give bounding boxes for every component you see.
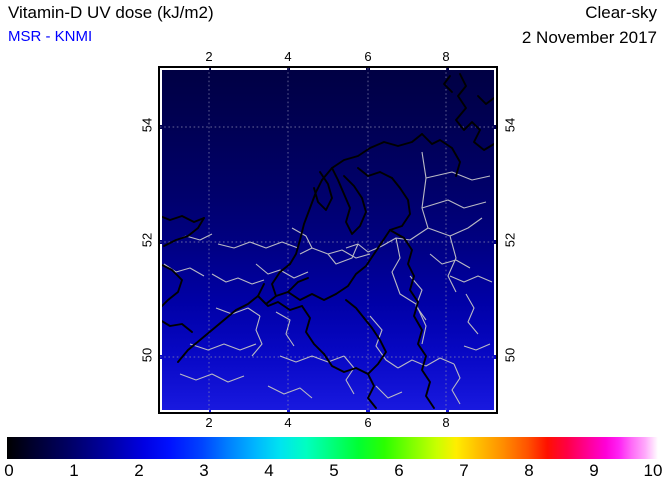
colorbar-label-3: 3 [199,461,209,480]
frame-tick-right-1 [494,68,496,125]
sky-condition-label: Clear-sky [585,3,657,22]
colorbar-label-6: 6 [394,461,404,480]
frame-tick-top-1 [160,68,209,70]
colorbar-label-4: 4 [264,461,274,480]
coastline-borders [160,73,495,409]
lon-tick-top-2: 2 [205,49,213,64]
lon-tick-top-8: 8 [442,49,450,64]
colorbar-label-10: 10 [643,461,663,480]
colorbar-label-1: 1 [69,461,79,480]
colorbar-label-9: 9 [589,461,599,480]
data-source-label: MSR - KNMI [8,28,93,45]
page-title: Vitamin-D UV dose (kJ/m2) [8,3,214,22]
frame-tick-left-3 [160,244,162,355]
lat-tick-right-54: 54 [502,117,518,133]
province-boundaries [163,151,493,405]
lat-tick-right-52: 52 [502,232,518,248]
uv-dose-field [160,68,496,412]
frame-tick-right-3 [494,244,496,355]
lon-tick-bottom-4: 4 [284,415,292,430]
lon-tick-bottom-2: 2 [205,415,213,430]
frame-tick-bottom-3 [290,410,366,412]
lon-tick-bottom-8: 8 [442,415,450,430]
colorbar-label-5: 5 [329,461,339,480]
frame-tick-top-5 [449,68,496,70]
colorbar-label-0: 0 [4,461,14,480]
lat-tick-left-52: 52 [139,232,155,248]
frame-tick-bottom-2 [211,410,287,412]
colorbar-label-7: 7 [459,461,469,480]
frame-tick-bottom-5 [449,410,496,412]
lat-tick-left-50: 50 [139,347,155,363]
chart-header: Vitamin-D UV dose (kJ/m2) MSR - KNMI Cle… [0,0,665,52]
colorbar-label-2: 2 [134,461,144,480]
frame-tick-right-2 [494,129,496,240]
uv-dose-map [158,66,498,414]
colorbar-label-8: 8 [524,461,534,480]
graticule-grid [160,68,496,412]
frame-tick-top-3 [290,68,366,70]
lon-tick-bottom-6: 6 [364,415,372,430]
frame-tick-bottom-1 [160,410,209,412]
lat-tick-left-54: 54 [139,117,155,133]
map-overlay [160,68,496,412]
frame-tick-left-1 [160,68,162,125]
frame-tick-left-4 [160,359,162,412]
frame-tick-left-2 [160,129,162,240]
lat-tick-right-50: 50 [502,347,518,363]
frame-tick-bottom-4 [370,410,446,412]
frame-tick-top-4 [370,68,446,70]
date-label: 2 November 2017 [521,28,657,47]
frame-tick-top-2 [211,68,287,70]
lon-tick-top-6: 6 [364,49,372,64]
lon-tick-top-4: 4 [284,49,292,64]
frame-tick-right-4 [494,359,496,412]
colorbar-gradient [7,437,658,459]
